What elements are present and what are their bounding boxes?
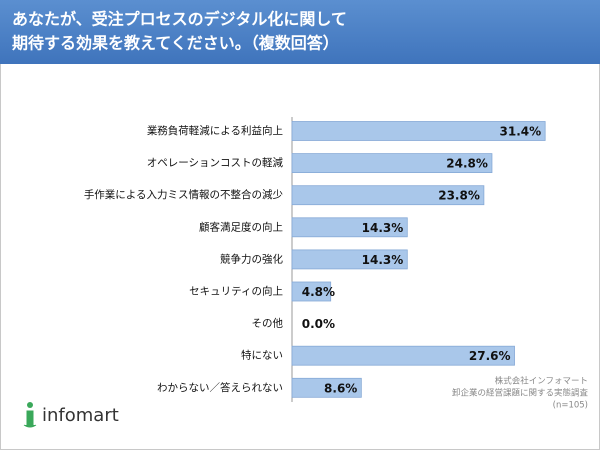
bar (291, 185, 485, 206)
category-label: 特にない (241, 350, 283, 362)
category-label: 手作業による入力ミス情報の不整合の減少 (84, 188, 283, 201)
logo-dot (27, 402, 33, 408)
header-band (0, 0, 600, 64)
category-label: わからない／答えられない (157, 381, 283, 394)
bar (291, 377, 362, 398)
value-label: 24.8% (446, 157, 488, 171)
source: (n=105) (553, 401, 588, 411)
value-label: 27.6% (469, 349, 511, 363)
chart-title: あなたが、受注プロセスのデジタル化に関して (12, 10, 347, 29)
value-label: 23.8% (438, 189, 480, 203)
bar (291, 121, 546, 141)
category-label: オペレーションコストの軽減 (147, 156, 284, 169)
category-label: 競争力の強化 (220, 252, 283, 265)
value-label: 14.3% (362, 253, 404, 267)
category-label: 業務負荷軽減による利益向上 (147, 124, 283, 137)
logo: infomart (23, 402, 119, 428)
category-label: 顧客満足度の向上 (199, 220, 283, 233)
chart-title: 期待する効果を教えてください。（複数回答） (12, 34, 339, 53)
category-label: セキュリティの向上 (189, 285, 283, 298)
value-label: 31.4% (500, 125, 542, 139)
logo-text: infomart (42, 405, 119, 426)
bar (291, 281, 332, 302)
bar (291, 217, 408, 238)
bar (291, 153, 493, 174)
bar (291, 345, 515, 366)
value-label: 4.8% (302, 285, 335, 299)
source: 卸企業の経営課題に関する実態調査 (452, 388, 589, 399)
bar (291, 249, 408, 270)
category-label: その他 (252, 317, 284, 330)
value-label: 0.0% (302, 317, 335, 331)
value-label: 14.3% (362, 221, 404, 235)
source: 株式会社インフォマート (495, 376, 588, 387)
logo-icon (23, 410, 37, 428)
value-label: 8.6% (324, 381, 357, 395)
